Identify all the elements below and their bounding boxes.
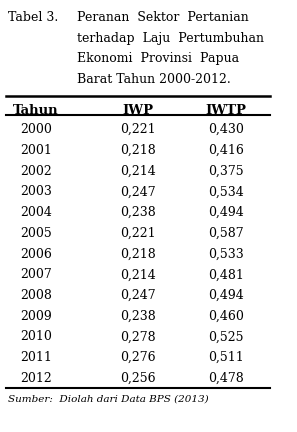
Text: 0,430: 0,430: [208, 123, 244, 136]
Text: 2008: 2008: [20, 289, 52, 302]
Text: IWTP: IWTP: [206, 104, 247, 117]
Text: 2009: 2009: [20, 310, 52, 323]
Text: 2007: 2007: [20, 268, 52, 281]
Text: 0,221: 0,221: [120, 123, 156, 136]
Text: Ekonomi  Provinsi  Papua: Ekonomi Provinsi Papua: [77, 52, 239, 65]
Text: 2010: 2010: [20, 330, 52, 343]
Text: 0,534: 0,534: [208, 185, 244, 198]
Text: Tahun: Tahun: [13, 104, 59, 117]
Text: 0,494: 0,494: [208, 206, 244, 219]
Text: 2000: 2000: [20, 123, 52, 136]
Text: 0,221: 0,221: [120, 227, 156, 240]
Text: Barat Tahun 2000-2012.: Barat Tahun 2000-2012.: [77, 73, 231, 86]
Text: 0,481: 0,481: [208, 268, 244, 281]
Text: 2012: 2012: [20, 372, 52, 385]
Text: Tabel 3.: Tabel 3.: [8, 11, 59, 24]
Text: Peranan  Sektor  Pertanian: Peranan Sektor Pertanian: [77, 11, 249, 24]
Text: terhadap  Laju  Pertumbuhan: terhadap Laju Pertumbuhan: [77, 32, 264, 44]
Text: 0,214: 0,214: [120, 165, 156, 178]
Text: Sumber:  Diolah dari Data BPS (2013): Sumber: Diolah dari Data BPS (2013): [8, 395, 209, 404]
Text: 0,460: 0,460: [208, 310, 244, 323]
Text: 0,525: 0,525: [208, 330, 244, 343]
Text: 0,494: 0,494: [208, 289, 244, 302]
Text: 2004: 2004: [20, 206, 52, 219]
Text: 0,416: 0,416: [208, 144, 244, 157]
Text: 0,278: 0,278: [120, 330, 156, 343]
Text: 0,214: 0,214: [120, 268, 156, 281]
Text: 2006: 2006: [20, 248, 52, 260]
Text: 2003: 2003: [20, 185, 52, 198]
Text: 0,218: 0,218: [120, 144, 156, 157]
Text: 0,478: 0,478: [208, 372, 244, 385]
Text: 0,533: 0,533: [208, 248, 244, 260]
Text: 0,247: 0,247: [120, 185, 156, 198]
Text: 0,256: 0,256: [120, 372, 156, 385]
Text: 0,375: 0,375: [208, 165, 244, 178]
Text: IWP: IWP: [122, 104, 154, 117]
Text: 0,276: 0,276: [120, 351, 156, 364]
Text: 2001: 2001: [20, 144, 52, 157]
Text: 0,238: 0,238: [120, 310, 156, 323]
Text: 0,238: 0,238: [120, 206, 156, 219]
Text: 2002: 2002: [20, 165, 52, 178]
Text: 0,247: 0,247: [120, 289, 156, 302]
Text: 0,511: 0,511: [208, 351, 244, 364]
Text: 0,218: 0,218: [120, 248, 156, 260]
Text: 0,587: 0,587: [208, 227, 244, 240]
Text: 2011: 2011: [20, 351, 52, 364]
Text: 2005: 2005: [20, 227, 52, 240]
